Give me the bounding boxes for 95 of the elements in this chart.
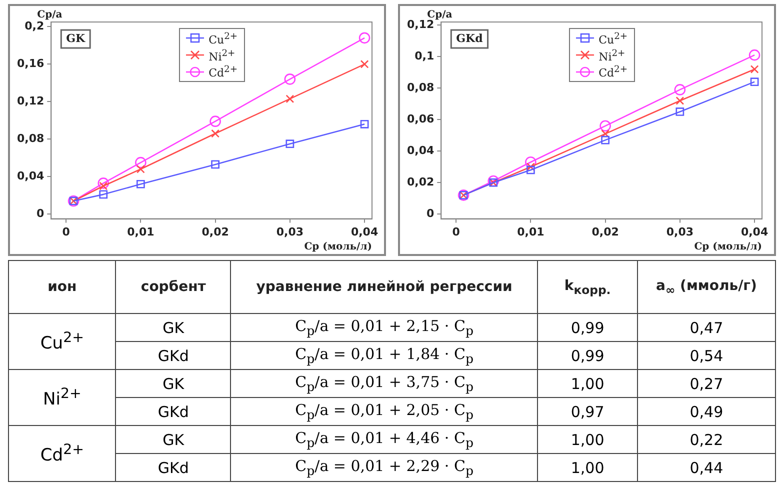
- point: [99, 182, 108, 190]
- y-tick-label: 0,2: [24, 20, 44, 33]
- point: [750, 65, 759, 74]
- text: 0,27: [637, 370, 776, 398]
- text: C$_{p}$/a = 0,01 + 4,46 · C$_{p}$: [230, 426, 538, 454]
- point: [526, 162, 535, 172]
- point: [136, 180, 145, 188]
- x-tick-label: 0: [452, 225, 460, 238]
- point: [98, 178, 110, 189]
- point: [748, 49, 760, 61]
- text: C$_{p}$/a = 0,01 + 2,15 · C$_{p}$: [230, 314, 538, 342]
- text: 1,00: [538, 454, 638, 482]
- point: [286, 94, 294, 104]
- x-tick-label: 0,01: [127, 225, 154, 238]
- x-tick-label: 0,03: [666, 225, 694, 238]
- text: GK: [116, 370, 231, 398]
- point: [676, 96, 684, 105]
- y-axis-title: Cp/a: [427, 10, 453, 21]
- text: GKd: [116, 342, 231, 370]
- point: [600, 120, 611, 132]
- point: [99, 190, 108, 199]
- text: 0,97: [538, 398, 638, 426]
- text: a$_{∞}$ (ммоль/г): [637, 260, 776, 314]
- y-tick-label: 0: [426, 206, 434, 220]
- text: 0,47: [637, 314, 776, 342]
- x-tick-label: 0,02: [202, 225, 229, 238]
- point: [211, 160, 220, 169]
- point: [360, 60, 369, 68]
- text: сорбент: [116, 260, 231, 314]
- text: C$_{p}$/a = 0,01 + 2,29 · C$_{p}$: [230, 454, 538, 482]
- legend-label: Ni$^{2+}$: [598, 46, 626, 64]
- text: Cd$^{2+}$: [8, 426, 116, 482]
- text: 0,99: [538, 314, 638, 342]
- x-tick-label: 0,03: [276, 225, 304, 238]
- y-tick-label: 0,1: [414, 49, 434, 62]
- x-tick-label: 0,04: [350, 225, 378, 238]
- text: 0,54: [637, 342, 776, 370]
- point: [286, 140, 294, 148]
- point: [211, 129, 220, 138]
- point: [210, 116, 221, 127]
- text: GK: [116, 426, 231, 454]
- legend-label: Cu$^{2+}$: [598, 30, 628, 47]
- y-tick-label: 0,08: [407, 80, 434, 94]
- point: [676, 108, 684, 116]
- y-tick-label: 0,04: [17, 169, 44, 182]
- y-tick-label: 0,02: [407, 175, 434, 188]
- x-axis-title: Cp (моль/л): [304, 242, 372, 253]
- point: [601, 130, 610, 138]
- point: [360, 120, 369, 128]
- point: [601, 136, 610, 144]
- text: ион: [8, 260, 116, 314]
- y-tick-label: 0,04: [407, 144, 434, 157]
- text: GKd: [456, 32, 484, 45]
- legend-label: Cd$^{2+}$: [598, 63, 628, 80]
- text: 1,00: [538, 426, 638, 454]
- x-axis-title: Cp (моль/л): [694, 242, 762, 253]
- text: GKd: [116, 398, 231, 426]
- text: 0,49: [637, 398, 776, 426]
- text: C$_{p}$/a = 0,01 + 3,75 · C$_{p}$: [230, 370, 538, 398]
- legend-label: Cu$^{2+}$: [208, 30, 238, 47]
- text: C$_{p}$/a = 0,01 + 2,05 · C$_{p}$: [230, 398, 538, 426]
- text: Cu$^{2+}$: [8, 314, 116, 370]
- text: 0,99: [538, 342, 638, 370]
- y-tick-label: 0,12: [407, 18, 434, 32]
- point: [674, 84, 686, 96]
- text: C$_{p}$/a = 0,01 + 1,84 · C$_{p}$: [230, 342, 538, 370]
- point: [284, 74, 296, 85]
- point: [358, 32, 370, 44]
- y-tick-label: 0: [36, 206, 44, 220]
- text: GK: [116, 314, 231, 342]
- y-axis-title: Cp/a: [37, 10, 63, 21]
- point: [750, 78, 759, 86]
- y-tick-label: 0,08: [17, 132, 44, 145]
- x-tick-label: 0,04: [740, 225, 768, 238]
- text: Ni$^{2+}$: [8, 370, 116, 426]
- text: 1,00: [538, 370, 638, 398]
- point: [525, 156, 536, 168]
- point: [135, 156, 146, 168]
- legend-label: Ni$^{2+}$: [208, 46, 236, 64]
- x-tick-label: 0: [62, 225, 70, 238]
- point: [526, 166, 535, 174]
- text: k$_{корр.}$: [538, 260, 638, 314]
- text: уравнение линейной регрессии: [230, 260, 538, 314]
- x-tick-label: 0,01: [517, 225, 544, 238]
- y-tick-label: 0,12: [17, 94, 44, 108]
- text: GK: [66, 32, 86, 45]
- y-tick-label: 0,06: [407, 112, 434, 126]
- point: [488, 175, 500, 187]
- x-tick-label: 0,02: [592, 225, 619, 238]
- y-tick-label: 0,16: [17, 57, 44, 70]
- text: 0,22: [637, 426, 776, 454]
- text: 0,44: [637, 454, 776, 482]
- point: [136, 164, 145, 174]
- text: GKd: [116, 454, 231, 482]
- legend-label: Cd$^{2+}$: [208, 63, 238, 80]
